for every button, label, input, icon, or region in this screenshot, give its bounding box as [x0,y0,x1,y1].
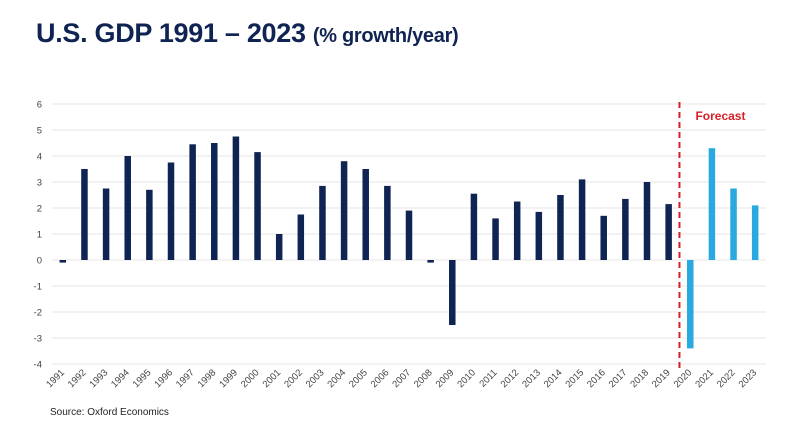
x-tick-label: 1996 [152,367,175,390]
x-tick-label: 2005 [347,367,370,390]
x-tick-label: 2008 [412,367,435,390]
forecast-marker: Forecast [678,102,745,370]
x-tick-label: 1999 [217,367,240,390]
bar-2023 [751,205,759,260]
x-axis-ticks: 1991199219931994199519961997199819992000… [44,367,759,390]
bar-2002 [297,214,305,260]
y-tick-label: 4 [37,152,42,163]
bar-2005 [362,169,369,260]
bar-2006 [384,185,391,260]
x-tick-label: 2003 [304,367,327,390]
bar-2011 [492,218,499,260]
bar-2018 [643,182,651,260]
bar-1992 [81,169,88,260]
y-tick-label: -1 [34,282,42,293]
x-tick-label: 2000 [239,367,262,390]
bar-2004 [340,161,348,260]
bar-2014 [557,195,564,260]
bar-2022 [730,188,737,260]
bar-1993 [102,188,110,260]
x-tick-label: 2018 [628,367,651,390]
x-tick-label: 2007 [390,367,413,390]
bar-2009 [449,260,456,325]
x-tick-label: 2013 [520,367,543,390]
x-tick-label: 2017 [607,367,630,390]
y-tick-label: 3 [37,178,42,189]
y-tick-label: 1 [37,230,42,241]
forecast-label: Forecast [695,109,745,123]
x-tick-label: 1998 [196,367,219,390]
chart-title: U.S. GDP 1991 – 2023 (% growth/year) [36,18,459,49]
x-tick-label: 2006 [369,367,392,390]
chart-title-main: U.S. GDP 1991 – 2023 [36,18,306,48]
chart-title-subtitle: (% growth/year) [312,25,459,47]
bar-2019 [665,204,672,260]
x-tick-label: 2004 [325,367,348,390]
bar-1998 [211,143,218,260]
x-tick-label: 2009 [434,367,457,390]
y-tick-label: 6 [37,100,42,111]
x-tick-label: 2016 [585,367,608,390]
bar-2003 [319,185,326,260]
source-note: Source: Oxford Economics [50,407,169,418]
bar-2010 [470,193,478,260]
x-tick-label: 2020 [672,367,695,390]
x-tick-label: 2011 [477,367,499,389]
x-tick-label: 1992 [66,367,89,390]
y-tick-label: 2 [37,204,42,215]
x-tick-label: 2021 [693,367,716,390]
x-tick-label: 1991 [44,367,67,390]
x-tick-label: 1994 [109,367,132,390]
bar-1994 [124,156,131,260]
bar-2021 [708,148,716,260]
bar-1995 [146,189,153,260]
bar-2015 [578,179,586,260]
bar-1996 [167,162,175,260]
x-tick-label: 2010 [455,367,478,390]
bar-2013 [535,211,543,260]
bar-1997 [189,144,196,260]
bars [59,136,759,349]
bar-1999 [232,136,240,260]
x-tick-label: 2022 [715,367,738,390]
x-tick-label: 1997 [174,367,197,390]
x-tick-label: 2002 [282,367,305,390]
y-tick-label: -3 [34,334,42,345]
x-tick-label: 2001 [261,367,284,390]
x-tick-label: 2012 [499,367,522,390]
bar-2012 [513,201,521,260]
bar-2020 [687,260,694,349]
x-tick-label: 2014 [542,367,565,390]
bar-2008 [427,260,434,263]
x-tick-label: 2019 [650,367,673,390]
y-tick-label: -4 [34,360,42,371]
bar-2016 [600,215,607,260]
bar-2000 [254,152,261,260]
bar-1991 [59,260,67,263]
bar-2017 [622,198,629,260]
x-tick-label: 2015 [563,367,586,390]
y-tick-label: 0 [37,256,42,267]
bar-2001 [275,234,283,260]
bar-2007 [405,210,413,260]
y-axis-ticks: 6 5 4 3 2 1 0 -1 -2 -3 -4 [34,100,42,371]
x-tick-label: 2023 [737,367,760,390]
x-tick-label: 1995 [131,367,154,390]
y-tick-label: 5 [37,126,42,137]
x-tick-label: 1993 [87,367,110,390]
y-tick-label: -2 [34,308,42,319]
